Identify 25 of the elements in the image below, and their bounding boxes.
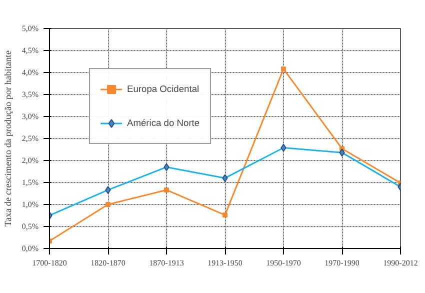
y-tick-label: 5,0% — [22, 24, 39, 33]
y-tick-label: 0,0% — [22, 244, 39, 253]
y-tick-label: 1,0% — [22, 200, 39, 209]
y-tick-label: 4,0% — [22, 68, 39, 77]
y-axis-title: Taxa de crescimento da produção por habitante — [4, 50, 14, 226]
y-tick-label: 4,5% — [22, 46, 39, 55]
y-tick-label: 1,5% — [22, 178, 39, 187]
y-tick-label: 2,5% — [22, 134, 39, 143]
x-tick-label: 1913-1950 — [208, 258, 242, 268]
y-tick-label: 0,5% — [22, 222, 39, 231]
legend-label: Europa Ocidental — [127, 84, 200, 94]
legend-label: América do Norte — [127, 118, 200, 128]
x-tick-label: 1820-1870 — [90, 258, 126, 268]
x-tick-label: 1970-1990 — [324, 258, 360, 268]
x-tick-label: 1990-2012 — [383, 258, 418, 268]
point — [106, 202, 110, 207]
point — [164, 187, 169, 192]
y-tick-label: 3,5% — [22, 90, 39, 99]
point — [222, 212, 228, 218]
y-tick-label: 3,0% — [22, 112, 39, 121]
y-tick-label: 2,0% — [22, 156, 39, 165]
x-tick-label: 1700-1820 — [32, 258, 67, 268]
point — [281, 66, 286, 72]
x-tick-label: 1870-1913 — [149, 258, 184, 268]
x-tick-label: 1950-1970 — [266, 258, 301, 268]
